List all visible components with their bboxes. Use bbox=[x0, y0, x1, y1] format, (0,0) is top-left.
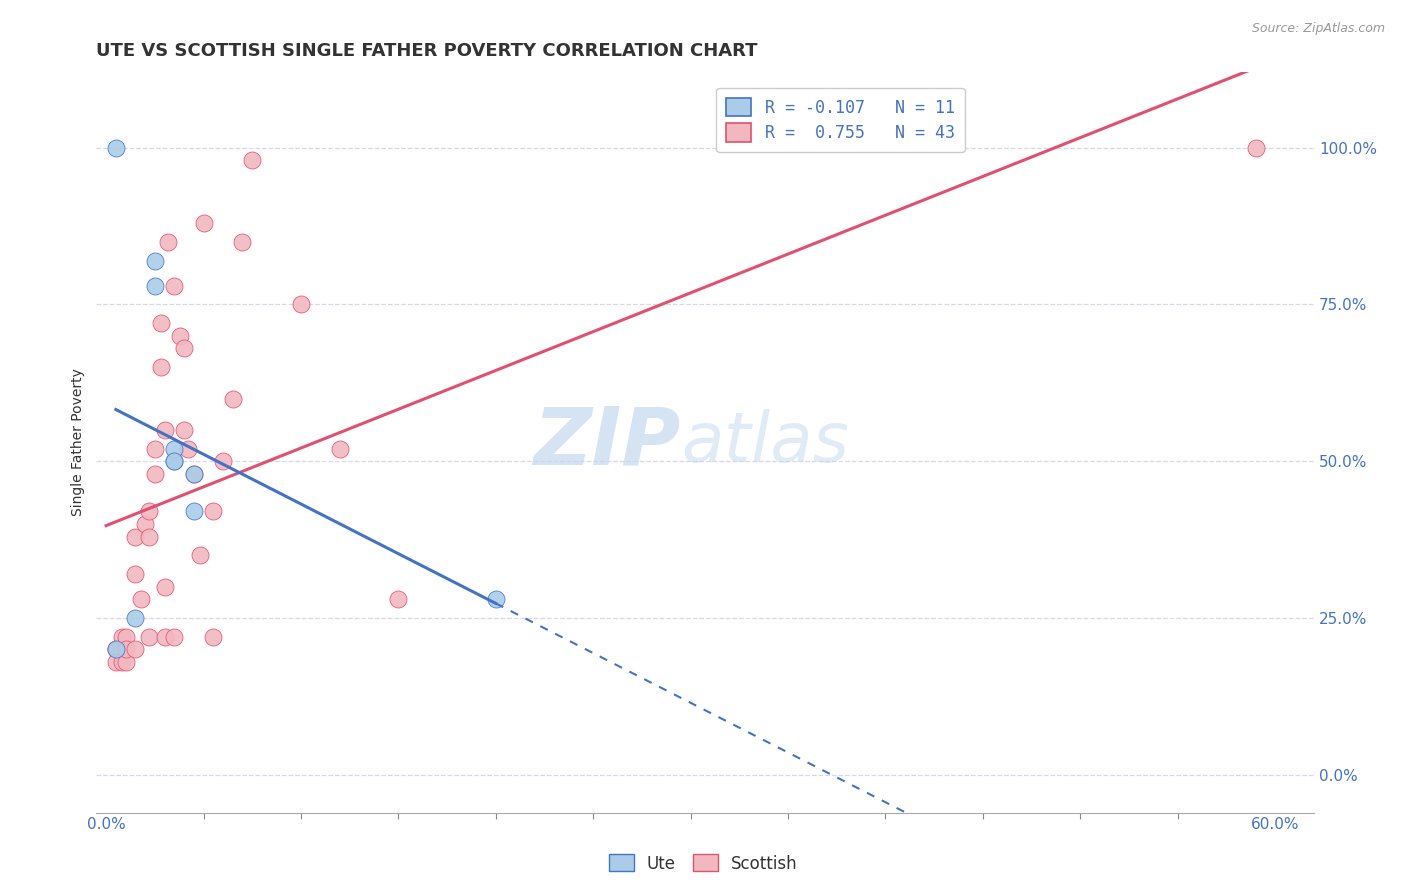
Point bbox=[163, 442, 186, 456]
Point bbox=[114, 655, 136, 669]
Point bbox=[104, 141, 127, 155]
Point bbox=[124, 611, 146, 625]
Text: ZIP: ZIP bbox=[533, 403, 681, 482]
Point bbox=[183, 467, 205, 481]
Point bbox=[173, 423, 195, 437]
Point bbox=[138, 630, 160, 644]
Point bbox=[143, 278, 166, 293]
Point bbox=[104, 642, 127, 657]
Point bbox=[183, 467, 205, 481]
Point bbox=[290, 297, 312, 311]
Point bbox=[149, 316, 172, 330]
Point bbox=[114, 642, 136, 657]
Text: atlas: atlas bbox=[681, 409, 849, 476]
Point bbox=[485, 592, 508, 607]
Point bbox=[153, 423, 176, 437]
Text: Source: ZipAtlas.com: Source: ZipAtlas.com bbox=[1251, 22, 1385, 36]
Point bbox=[202, 630, 225, 644]
Point bbox=[212, 454, 235, 468]
Text: UTE VS SCOTTISH SINGLE FATHER POVERTY CORRELATION CHART: UTE VS SCOTTISH SINGLE FATHER POVERTY CO… bbox=[97, 42, 758, 60]
Point bbox=[149, 360, 172, 375]
Point bbox=[114, 630, 136, 644]
Point bbox=[143, 253, 166, 268]
Point bbox=[111, 630, 134, 644]
Point bbox=[104, 642, 127, 657]
Legend: Ute, Scottish: Ute, Scottish bbox=[602, 847, 804, 880]
Point bbox=[163, 454, 186, 468]
Point bbox=[138, 504, 160, 518]
Point bbox=[163, 454, 186, 468]
Point bbox=[153, 580, 176, 594]
Point bbox=[124, 530, 146, 544]
Point bbox=[173, 342, 195, 356]
Point bbox=[134, 516, 156, 531]
Point bbox=[143, 467, 166, 481]
Point bbox=[163, 630, 186, 644]
Point bbox=[157, 235, 180, 249]
Point bbox=[124, 642, 146, 657]
Point bbox=[153, 630, 176, 644]
Point bbox=[124, 567, 146, 582]
Point bbox=[222, 392, 245, 406]
Point bbox=[188, 549, 211, 563]
Point bbox=[111, 655, 134, 669]
Y-axis label: Single Father Poverty: Single Father Poverty bbox=[72, 368, 86, 516]
Point bbox=[138, 530, 160, 544]
Point bbox=[202, 504, 225, 518]
Point bbox=[129, 592, 152, 607]
Point bbox=[231, 235, 253, 249]
Point bbox=[183, 504, 205, 518]
Point bbox=[169, 329, 191, 343]
Point bbox=[143, 442, 166, 456]
Point bbox=[329, 442, 352, 456]
Point bbox=[193, 216, 215, 230]
Point bbox=[104, 655, 127, 669]
Point bbox=[163, 278, 186, 293]
Legend: R = -0.107   N = 11, R =  0.755   N = 43: R = -0.107 N = 11, R = 0.755 N = 43 bbox=[717, 88, 965, 153]
Point bbox=[104, 642, 127, 657]
Point bbox=[177, 442, 200, 456]
Point bbox=[387, 592, 409, 607]
Point bbox=[240, 153, 263, 168]
Point bbox=[1244, 141, 1267, 155]
